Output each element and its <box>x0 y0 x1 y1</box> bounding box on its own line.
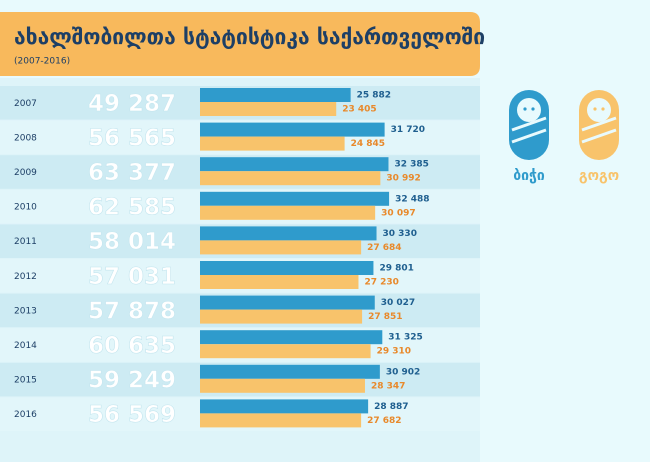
value-label: 28 347 <box>371 381 405 391</box>
value-label: 25 882 <box>357 91 391 101</box>
bar <box>200 240 362 255</box>
legend-icon-boy <box>509 90 549 160</box>
bar <box>200 205 376 220</box>
total-label: 56 569 <box>88 402 176 428</box>
bar <box>200 157 389 172</box>
value-label: 27 851 <box>368 312 402 322</box>
value-label: 32 488 <box>395 194 429 204</box>
bar <box>200 330 383 345</box>
value-label: 30 902 <box>386 367 420 377</box>
category-label: 2012 <box>14 272 37 282</box>
legend <box>509 90 619 160</box>
total-label: 57 031 <box>88 264 176 290</box>
chart-title: ახალშობილთა სტატისტიკა საქართველოში <box>14 25 485 49</box>
bar <box>200 122 385 137</box>
value-label: 27 682 <box>367 416 401 426</box>
bar <box>200 344 371 359</box>
category-label: 2009 <box>14 168 37 178</box>
total-label: 57 878 <box>88 298 176 324</box>
bar <box>200 102 337 116</box>
bar <box>200 88 351 102</box>
total-label: 59 249 <box>88 368 176 394</box>
value-label: 30 992 <box>386 174 420 184</box>
value-label: 32 385 <box>394 160 428 170</box>
value-label: 23 405 <box>342 105 376 115</box>
category-label: 2013 <box>14 306 37 316</box>
bar <box>200 295 375 310</box>
title-box <box>0 12 480 76</box>
bar <box>200 275 359 289</box>
total-label: 49 287 <box>88 91 176 117</box>
bar <box>200 364 380 379</box>
bar <box>200 191 390 206</box>
total-label: 56 565 <box>88 125 176 151</box>
category-label: 2016 <box>14 410 37 420</box>
bar <box>200 309 363 324</box>
category-label: 2007 <box>14 99 37 109</box>
legend-label: ბიჭი <box>513 168 545 184</box>
legend-label: გოგო <box>579 168 619 184</box>
bar <box>200 261 374 275</box>
category-label: 2008 <box>14 133 37 143</box>
value-label: 30 330 <box>383 229 417 239</box>
bar <box>200 378 365 393</box>
total-label: 62 585 <box>88 195 176 221</box>
value-label: 31 720 <box>391 125 425 135</box>
total-label: 63 377 <box>88 160 176 186</box>
value-label: 27 684 <box>367 243 401 253</box>
value-label: 30 097 <box>381 208 415 218</box>
value-label: 31 325 <box>388 333 422 343</box>
value-label: 29 310 <box>377 347 411 357</box>
chart-subtitle: (2007-2016) <box>14 57 70 67</box>
category-label: 2010 <box>14 203 37 213</box>
category-label: 2015 <box>14 376 37 386</box>
legend-icon-girl <box>579 90 619 160</box>
bar <box>200 399 369 414</box>
value-label: 27 230 <box>364 278 398 288</box>
category-label: 2014 <box>14 341 37 351</box>
bar <box>200 226 377 241</box>
value-label: 30 027 <box>381 298 415 308</box>
total-label: 58 014 <box>88 229 176 255</box>
value-label: 29 801 <box>379 264 413 274</box>
bar <box>200 413 362 428</box>
value-label: 24 845 <box>351 139 385 149</box>
total-label: 60 635 <box>88 333 176 359</box>
value-label: 28 887 <box>374 402 408 412</box>
category-label: 2011 <box>14 237 37 247</box>
bar <box>200 171 381 186</box>
bar <box>200 136 345 151</box>
